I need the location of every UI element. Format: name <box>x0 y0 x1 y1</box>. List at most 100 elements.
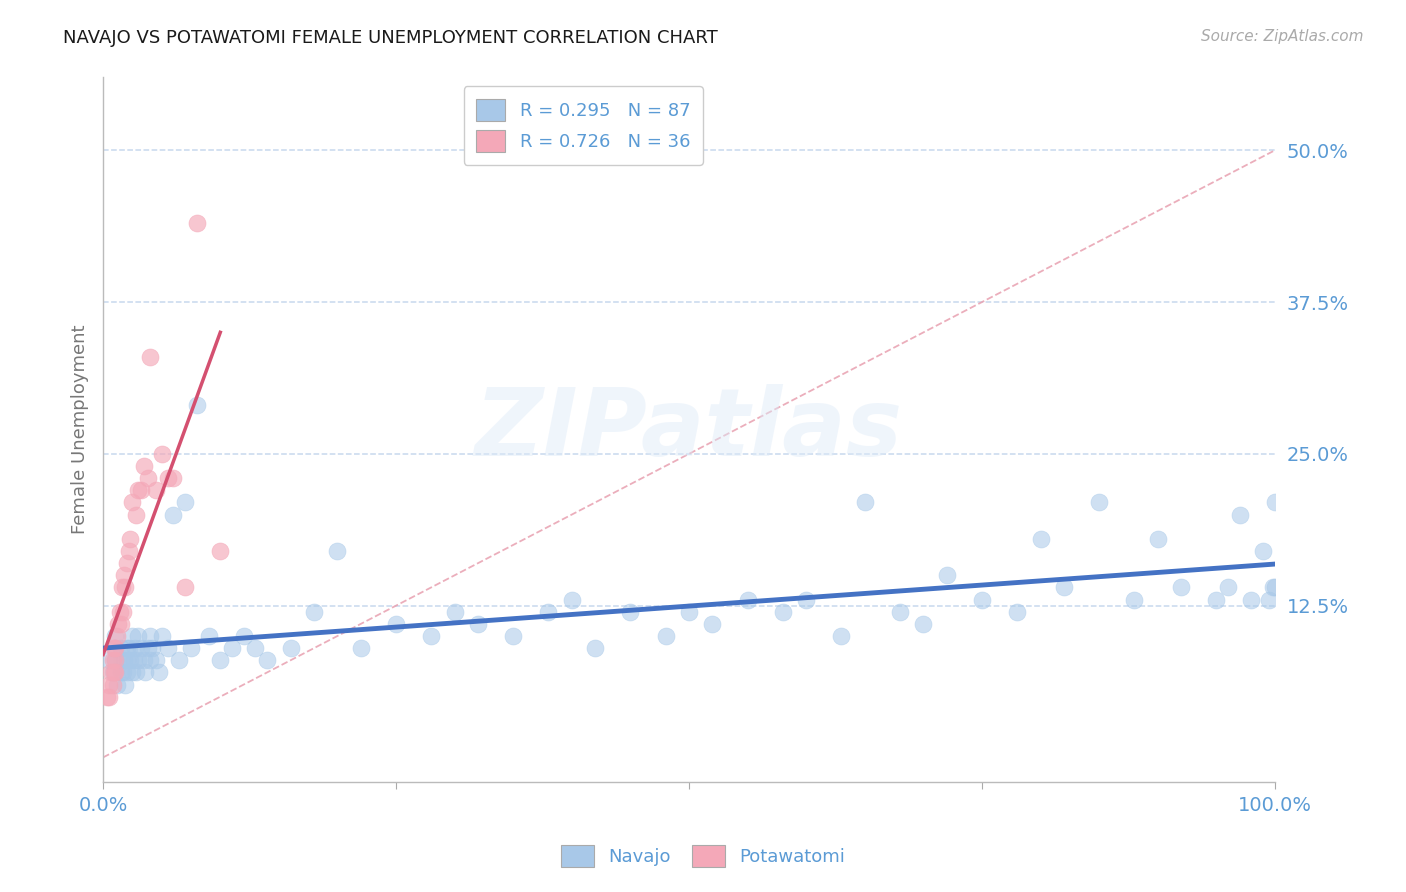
Point <box>537 605 560 619</box>
Point <box>136 641 159 656</box>
Point <box>156 641 179 656</box>
Y-axis label: Female Unemployment: Female Unemployment <box>72 325 89 534</box>
Point <box>443 605 465 619</box>
Point <box>830 629 852 643</box>
Point <box>125 508 148 522</box>
Point <box>654 629 676 643</box>
Point <box>912 616 935 631</box>
Point <box>115 665 138 680</box>
Point <box>1261 581 1284 595</box>
Point <box>121 629 143 643</box>
Point <box>156 471 179 485</box>
Point <box>1240 592 1263 607</box>
Point <box>326 544 349 558</box>
Point <box>619 605 641 619</box>
Point <box>162 508 184 522</box>
Point <box>101 665 124 680</box>
Point <box>280 641 302 656</box>
Point <box>134 458 156 473</box>
Point <box>702 616 724 631</box>
Point <box>118 544 141 558</box>
Point <box>112 665 135 680</box>
Point <box>127 483 149 498</box>
Point <box>197 629 219 643</box>
Point <box>174 581 197 595</box>
Point <box>101 653 124 667</box>
Point <box>853 495 876 509</box>
Point <box>302 605 325 619</box>
Point <box>108 605 131 619</box>
Point <box>139 350 162 364</box>
Point <box>1029 532 1052 546</box>
Point <box>104 665 127 680</box>
Point <box>245 641 267 656</box>
Point <box>127 653 149 667</box>
Point <box>120 532 142 546</box>
Point <box>104 641 127 656</box>
Point <box>1216 581 1239 595</box>
Point <box>169 653 191 667</box>
Point <box>1170 581 1192 595</box>
Point <box>1264 581 1286 595</box>
Point <box>112 568 135 582</box>
Point <box>129 483 152 498</box>
Point <box>134 665 156 680</box>
Point <box>1258 592 1281 607</box>
Point <box>103 641 125 656</box>
Point <box>111 581 134 595</box>
Point <box>256 653 278 667</box>
Point <box>221 641 243 656</box>
Point <box>129 641 152 656</box>
Point <box>104 641 127 656</box>
Point <box>124 641 146 656</box>
Point <box>118 641 141 656</box>
Point <box>1264 495 1286 509</box>
Point <box>136 471 159 485</box>
Point <box>772 605 794 619</box>
Point <box>420 629 443 643</box>
Point <box>209 544 232 558</box>
Point <box>889 605 911 619</box>
Text: NAVAJO VS POTAWATOMI FEMALE UNEMPLOYMENT CORRELATION CHART: NAVAJO VS POTAWATOMI FEMALE UNEMPLOYMENT… <box>63 29 718 46</box>
Point <box>1053 581 1076 595</box>
Point <box>186 216 208 230</box>
Point <box>125 665 148 680</box>
Point <box>1251 544 1274 558</box>
Legend: Navajo, Potawatomi: Navajo, Potawatomi <box>554 838 852 874</box>
Point <box>180 641 202 656</box>
Point <box>145 653 167 667</box>
Point <box>110 616 132 631</box>
Point <box>121 665 143 680</box>
Point <box>134 653 156 667</box>
Point <box>502 629 524 643</box>
Point <box>115 653 138 667</box>
Point <box>127 629 149 643</box>
Point <box>1205 592 1227 607</box>
Point <box>121 495 143 509</box>
Point <box>105 629 128 643</box>
Text: ZIPatlas: ZIPatlas <box>475 384 903 475</box>
Point <box>120 653 142 667</box>
Point <box>98 677 121 691</box>
Point <box>1123 592 1146 607</box>
Point <box>970 592 993 607</box>
Point <box>114 677 136 691</box>
Point <box>112 605 135 619</box>
Point <box>110 665 132 680</box>
Point <box>145 483 167 498</box>
Point <box>1005 605 1028 619</box>
Point <box>103 665 125 680</box>
Point <box>122 653 145 667</box>
Point <box>583 641 606 656</box>
Point <box>1088 495 1111 509</box>
Point <box>98 690 121 704</box>
Point <box>678 605 700 619</box>
Legend: R = 0.295   N = 87, R = 0.726   N = 36: R = 0.295 N = 87, R = 0.726 N = 36 <box>464 87 703 165</box>
Point <box>1229 508 1251 522</box>
Point <box>385 616 408 631</box>
Point <box>350 641 373 656</box>
Point <box>139 629 162 643</box>
Point <box>105 677 128 691</box>
Point <box>209 653 232 667</box>
Point <box>101 677 124 691</box>
